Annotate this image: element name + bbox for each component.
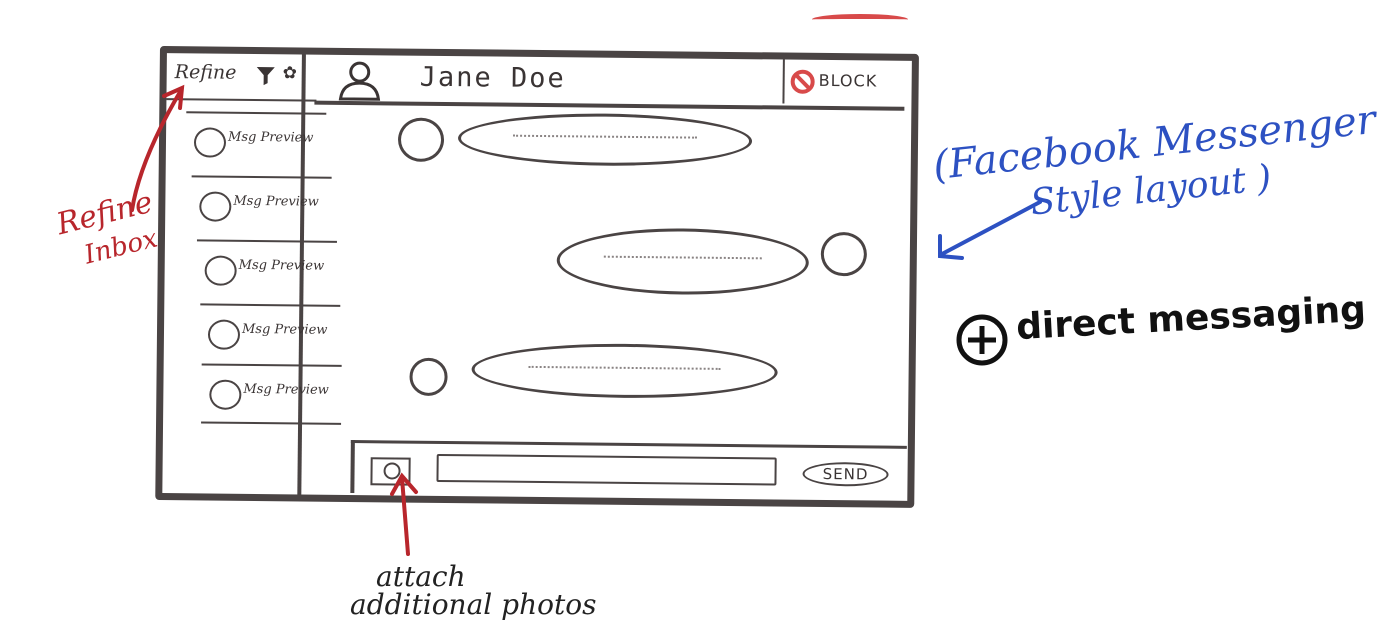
message-preview-text: Msg Preview <box>243 381 329 398</box>
avatar <box>209 379 242 410</box>
outgoing-message-bubble <box>556 227 810 296</box>
message-text-placeholder <box>604 255 762 262</box>
message-preview-text: Msg Preview <box>241 321 328 338</box>
sender-avatar <box>409 357 448 397</box>
send-button[interactable]: SEND <box>802 461 889 487</box>
message-preview-text: Msg Preview <box>233 193 319 210</box>
message-preview-item[interactable]: Msg Preview <box>196 239 337 299</box>
conversation-header: Jane Doe BLOCK <box>314 54 905 111</box>
message-input[interactable] <box>436 453 777 486</box>
decorative-stroke <box>812 14 908 25</box>
refine-toolbar: Refine ✿ <box>166 53 317 102</box>
avatar <box>204 255 237 286</box>
attach-arrow <box>390 472 418 556</box>
contact-name: Jane Doe <box>419 61 566 95</box>
message-preview-item[interactable]: Msg Preview <box>185 111 327 171</box>
avatar <box>207 319 241 350</box>
message-text-placeholder <box>528 366 721 373</box>
incoming-message-bubble <box>457 112 753 168</box>
annotation-direct-messaging: direct messaging <box>1015 288 1367 349</box>
message-composer: SEND <box>350 440 907 499</box>
block-button[interactable]: BLOCK <box>782 59 905 105</box>
messenger-window: Refine ✿ Msg Preview Msg Preview Msg Pre… <box>155 46 919 508</box>
sender-avatar <box>397 117 445 162</box>
refine-arrow <box>130 84 185 212</box>
message-preview-item[interactable]: Msg Preview <box>191 175 332 235</box>
plus-circle-icon <box>956 314 1008 366</box>
inbox-sidebar: Refine ✿ Msg Preview Msg Preview Msg Pre… <box>162 53 342 495</box>
avatar <box>199 191 232 222</box>
message-preview-text: Msg Preview <box>227 129 314 146</box>
incoming-message-bubble <box>471 342 778 400</box>
message-preview-item[interactable]: Msg Preview <box>201 363 342 425</box>
message-preview-item[interactable]: Msg Preview <box>199 303 341 363</box>
gear-icon[interactable]: ✿ <box>282 63 298 84</box>
person-icon <box>338 61 381 101</box>
annotation-additional-photos: additional photos <box>350 588 597 621</box>
message-preview-text: Msg Preview <box>238 257 325 274</box>
message-text-placeholder <box>512 135 698 141</box>
block-icon <box>790 69 815 94</box>
block-label: BLOCK <box>818 70 878 91</box>
layout-arrow <box>938 200 1042 260</box>
filter-icon[interactable] <box>255 64 277 86</box>
own-avatar <box>820 231 868 277</box>
annotation-attach: attach <box>376 560 466 593</box>
